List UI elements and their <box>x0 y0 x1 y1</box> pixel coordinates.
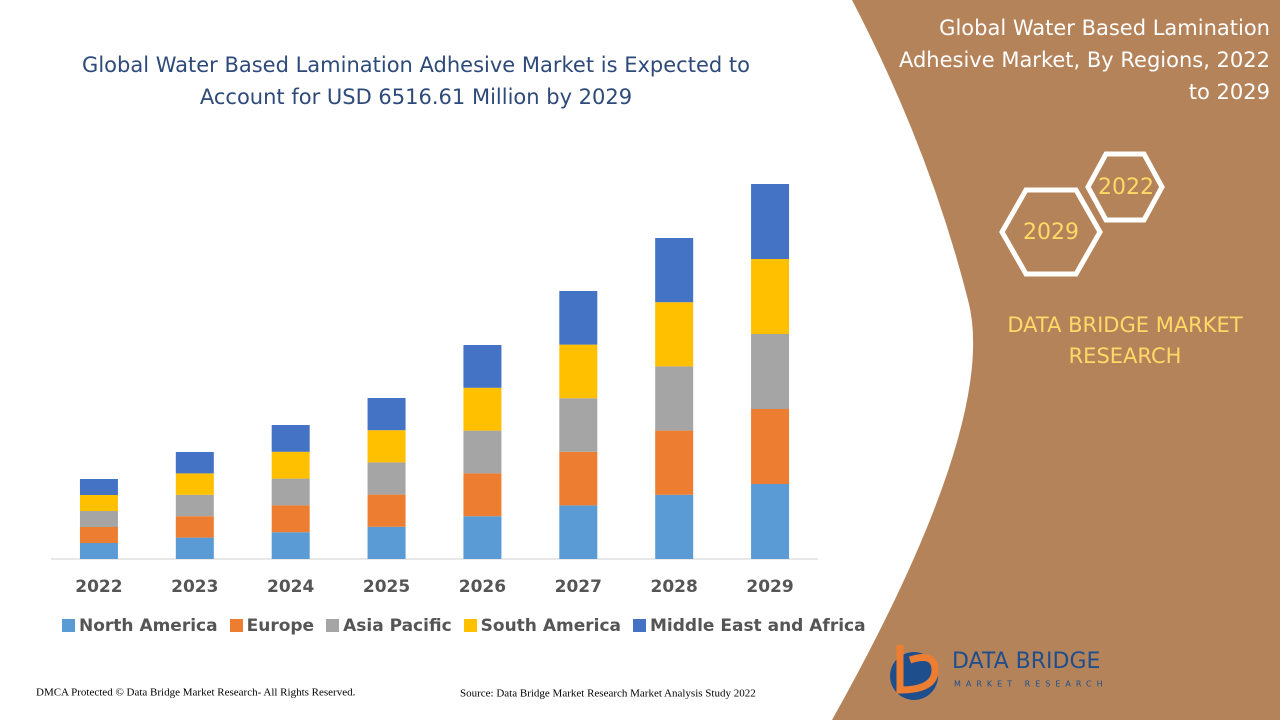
bar-segment <box>655 302 694 367</box>
logo-name: DATA BRIDGE <box>952 649 1100 674</box>
bar-segment <box>655 238 694 303</box>
bar-segment <box>751 184 790 259</box>
bar-segment <box>271 532 310 559</box>
x-tick-label: 2028 <box>651 577 698 597</box>
legend-item: North America <box>62 616 218 636</box>
x-tick-label: 2029 <box>746 577 793 597</box>
legend-label: Middle East and Africa <box>650 616 866 636</box>
logo-tagline: MARKET RESEARCH <box>954 680 1108 689</box>
bar-segment <box>463 473 502 517</box>
bar-segment <box>175 516 214 538</box>
x-tick-label: 2022 <box>75 577 122 597</box>
bar-segment <box>367 398 406 431</box>
bar-segment <box>559 344 598 399</box>
logo-mark <box>896 645 939 694</box>
bar-segment <box>559 398 598 452</box>
bar-segment <box>751 259 790 334</box>
legend-swatch <box>463 619 477 632</box>
legend-item: Asia Pacific <box>326 616 452 636</box>
bar-segment <box>79 511 118 527</box>
bar-segment <box>175 452 214 474</box>
legend-item: Europe <box>229 616 315 636</box>
bar-segment <box>79 495 118 511</box>
bar-segment <box>367 526 406 559</box>
bar-segment <box>367 494 406 527</box>
brand-box: DATA BRIDGE MARKET RESEARCH <box>1007 313 1243 368</box>
legend-swatch <box>633 619 646 632</box>
legend: North America Europe Asia Pacific South Ame… <box>62 616 866 636</box>
bar-segment <box>271 451 310 479</box>
bar-segment <box>559 505 598 559</box>
hex-label: 2022 <box>1098 175 1154 200</box>
bar-segment <box>175 537 214 559</box>
legend-item: Middle East and Africa <box>633 616 866 636</box>
side-title: Global Water Based Lamination Adhesive M… <box>898 16 1270 104</box>
hexagon <box>999 187 1103 277</box>
hexagon <box>1085 151 1165 223</box>
x-tick-label: 2025 <box>363 577 410 597</box>
chart-title: Global Water Based Lamination Adhesive M… <box>82 53 750 109</box>
bar-segment <box>271 478 310 506</box>
bar-segment <box>79 479 118 495</box>
x-tick-label: 2027 <box>555 577 602 597</box>
bar-segment <box>751 484 790 559</box>
bar-segment <box>175 494 214 517</box>
legend-label: North America <box>79 616 218 636</box>
bar-segment <box>463 387 502 431</box>
brand: DATA BRIDGE MARKET RESEARCH <box>1007 313 1243 368</box>
bar-segment <box>559 291 598 345</box>
copyright: DMCA Protected © Data Bridge Market Rese… <box>36 687 356 699</box>
bar-segment <box>367 430 406 463</box>
legend-swatch <box>326 619 340 632</box>
bar-segment <box>271 505 310 533</box>
legend-item: South America <box>463 616 621 636</box>
bar-segment <box>751 334 790 409</box>
side-title-box: Global Water Based Lamination Adhesive M… <box>898 16 1270 104</box>
bar-segment <box>559 451 598 506</box>
bar-segment <box>655 494 694 559</box>
bar-segment <box>463 516 502 559</box>
bar-segment <box>175 473 214 495</box>
x-tick-label: 2026 <box>459 577 506 597</box>
bar-segment <box>271 425 310 452</box>
legend-swatch <box>62 619 75 632</box>
bar-segment <box>655 430 694 495</box>
bar-segment <box>79 527 118 543</box>
side-panel-bg <box>832 0 1280 720</box>
bar-segment <box>655 366 694 431</box>
legend-label: South America <box>480 616 621 636</box>
bar-segment <box>367 462 406 495</box>
bar-segment <box>79 543 118 559</box>
x-tick-label: 2023 <box>171 577 218 597</box>
title-line: Global Water Based Lamination Adhesive M… <box>82 53 750 77</box>
legend-label: Europe <box>246 616 315 636</box>
x-tick-label: 2024 <box>267 577 314 597</box>
legend-swatch <box>229 619 243 632</box>
bar-segment <box>463 430 502 474</box>
bar-segment <box>463 345 502 388</box>
hex-label: 2029 <box>1023 220 1079 245</box>
source: Source: Data Bridge Market Research Mark… <box>460 688 756 700</box>
bar-segment <box>751 409 790 484</box>
legend-label: Asia Pacific <box>343 616 452 636</box>
title-line: Account for USD 6516.61 Million by 2029 <box>200 85 632 109</box>
